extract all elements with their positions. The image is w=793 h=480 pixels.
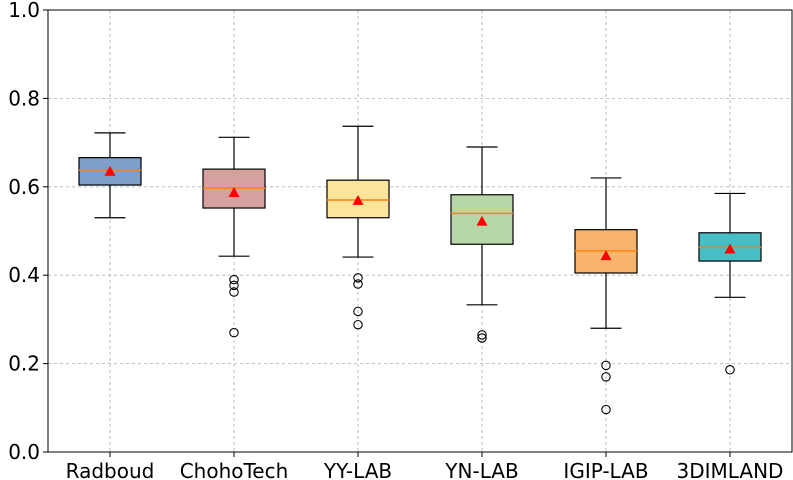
outlier-point — [229, 287, 239, 297]
y-tick-label: 0.0 — [8, 440, 40, 464]
outlier-point — [229, 280, 239, 291]
mean-marker — [228, 187, 240, 197]
outlier-point — [601, 360, 611, 371]
mean-marker — [104, 165, 116, 176]
x-category-label: YN-LAB — [444, 459, 518, 480]
box-group — [326, 125, 390, 330]
x-category-label: ChohoTech — [180, 459, 289, 480]
outlier-point — [229, 327, 239, 338]
outlier-point — [353, 273, 363, 283]
x-category-label: IGIP-LAB — [563, 459, 648, 480]
plot-frame — [47, 9, 793, 453]
y-tick-label: 0.2 — [8, 352, 40, 376]
y-tick-label: 0.8 — [8, 86, 40, 110]
x-category-label: YY-LAB — [323, 459, 392, 480]
outlier-point — [353, 319, 363, 330]
box-group — [574, 177, 638, 415]
mean-marker — [600, 250, 612, 261]
boxes-layer — [78, 125, 762, 415]
mean-marker — [724, 243, 736, 254]
box-group — [78, 132, 142, 219]
mean-marker — [352, 195, 364, 205]
box-group — [698, 192, 762, 375]
box-group — [202, 136, 266, 338]
outlier-point — [601, 372, 611, 382]
outlier-point — [477, 333, 487, 343]
outlier-point — [229, 274, 239, 285]
mean-marker — [476, 215, 488, 226]
outlier-point — [477, 330, 487, 340]
axes-layer: 0.0 0.2 0.4 0.6 0.8 1.0 Radboud ChohoTech YY-LAB… — [8, 0, 783, 480]
y-tick-label: 0.6 — [8, 175, 40, 199]
outlier-point — [353, 279, 363, 289]
grid-lines — [48, 9, 792, 453]
x-category-label: Radboud — [66, 459, 155, 480]
box-group — [450, 146, 514, 343]
x-category-label: 3DIMLAND — [677, 459, 784, 480]
outlier-point — [725, 365, 735, 375]
outlier-point — [601, 404, 611, 415]
iqr-box — [450, 194, 514, 245]
outlier-point — [353, 306, 363, 317]
y-tick-label: 1.0 — [8, 0, 40, 22]
y-tick-label: 0.4 — [8, 263, 40, 287]
